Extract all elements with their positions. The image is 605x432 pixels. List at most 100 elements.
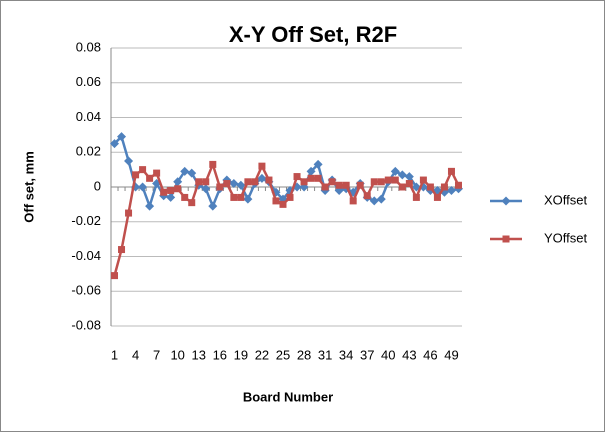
data-point: [110, 139, 120, 149]
x-tick-label: 46: [423, 347, 437, 362]
chart-title: X-Y Off Set, R2F: [229, 22, 397, 47]
data-point: [145, 201, 155, 211]
x-tick-label: 16: [213, 347, 227, 362]
data-point: [209, 160, 217, 168]
data-point: [279, 200, 287, 208]
data-point: [384, 176, 392, 184]
data-point: [300, 178, 308, 186]
legend-marker: [501, 196, 511, 206]
data-point: [397, 170, 407, 180]
y-tick-label: 0.04: [76, 109, 101, 124]
data-point: [377, 178, 385, 186]
data-point: [390, 166, 400, 176]
data-point: [426, 183, 434, 191]
data-point: [356, 181, 364, 189]
x-tick-label: 25: [276, 347, 290, 362]
x-tick-label: 49: [444, 347, 458, 362]
data-point: [405, 180, 413, 188]
data-point: [229, 179, 239, 189]
data-point: [174, 185, 182, 193]
data-point: [166, 192, 176, 202]
data-point: [139, 166, 147, 174]
y-tick-label: -0.08: [71, 317, 101, 332]
y-tick-label: -0.04: [71, 248, 101, 263]
data-point: [398, 183, 406, 191]
data-point: [187, 168, 197, 178]
x-tick-label: 1: [111, 347, 118, 362]
data-point: [313, 159, 323, 169]
data-point: [306, 166, 316, 176]
data-point: [160, 188, 168, 196]
x-tick-label: 7: [153, 347, 160, 362]
data-point: [272, 197, 280, 205]
data-point: [195, 178, 203, 186]
data-point: [265, 176, 273, 184]
data-point: [335, 181, 343, 189]
data-point: [132, 171, 140, 179]
x-tick-label: 37: [360, 347, 374, 362]
data-point: [328, 178, 336, 186]
y-tick-label: -0.02: [71, 213, 101, 228]
data-point: [454, 181, 462, 189]
x-tick-label: 31: [318, 347, 332, 362]
data-point: [111, 272, 119, 280]
data-point: [314, 174, 322, 182]
data-point: [202, 178, 210, 186]
data-point: [446, 185, 456, 195]
legend-label: YOffset: [544, 230, 588, 245]
data-point: [181, 193, 189, 201]
data-point: [342, 181, 350, 189]
data-point: [251, 178, 259, 186]
y-axis-title: Off set, mm: [21, 151, 36, 223]
data-point: [230, 193, 238, 201]
legend-label: XOffset: [544, 192, 588, 207]
data-point: [258, 162, 266, 170]
data-point: [293, 173, 301, 181]
x-axis-title: Board Number: [243, 389, 333, 404]
data-point: [391, 176, 399, 184]
data-point: [146, 174, 154, 182]
data-point: [188, 199, 196, 207]
data-point: [216, 183, 224, 191]
data-point: [440, 183, 448, 191]
data-point: [118, 246, 126, 254]
data-point: [363, 192, 371, 200]
y-tick-label: 0: [94, 178, 101, 193]
data-point: [257, 173, 267, 183]
y-tick-label: -0.06: [71, 283, 101, 298]
data-point: [237, 193, 245, 201]
data-point: [223, 180, 231, 188]
y-tick-label: 0.06: [76, 74, 101, 89]
data-point: [419, 176, 427, 184]
data-point: [376, 194, 386, 204]
data-point: [412, 193, 420, 201]
x-tick-label: 4: [132, 347, 139, 362]
data-point: [370, 178, 378, 186]
legend-marker: [502, 235, 510, 243]
data-point: [180, 166, 190, 176]
data-point: [117, 132, 127, 142]
data-point: [321, 183, 329, 191]
data-point: [208, 201, 218, 211]
data-point: [286, 193, 294, 201]
data-point: [307, 174, 315, 182]
data-point: [243, 194, 253, 204]
data-point: [404, 172, 414, 182]
data-point: [244, 178, 252, 186]
data-point: [447, 167, 455, 175]
data-point: [236, 180, 246, 190]
x-tick-label: 43: [402, 347, 416, 362]
data-point: [153, 169, 161, 177]
x-tick-label: 28: [297, 347, 311, 362]
x-tick-label: 34: [339, 347, 353, 362]
data-point: [138, 182, 148, 192]
y-tick-label: 0.08: [76, 39, 101, 54]
x-tick-label: 22: [255, 347, 269, 362]
data-point: [173, 177, 183, 187]
data-point: [167, 186, 175, 194]
data-point: [201, 184, 211, 194]
data-point: [125, 209, 133, 217]
x-tick-label: 10: [170, 347, 184, 362]
